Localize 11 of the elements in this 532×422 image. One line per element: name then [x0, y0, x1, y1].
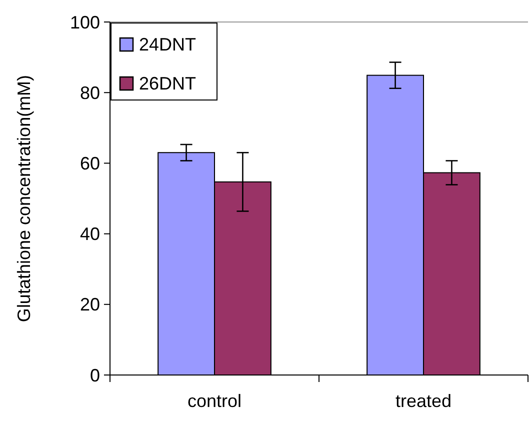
- legend-label: 26DNT: [139, 73, 196, 94]
- legend-label: 24DNT: [139, 34, 196, 54]
- y-tick-label: 40: [80, 224, 100, 244]
- x-tick-label: control: [187, 391, 242, 411]
- y-tick-label: 60: [80, 154, 100, 174]
- y-tick-label: 100: [70, 12, 100, 32]
- x-tick-label: treated: [395, 391, 452, 411]
- y-tick-label: 0: [90, 365, 100, 386]
- y-tick-label: 80: [80, 82, 100, 103]
- y-tick-label: 20: [80, 294, 100, 315]
- y-axis-title: Glutathione concentration(mM): [14, 74, 34, 322]
